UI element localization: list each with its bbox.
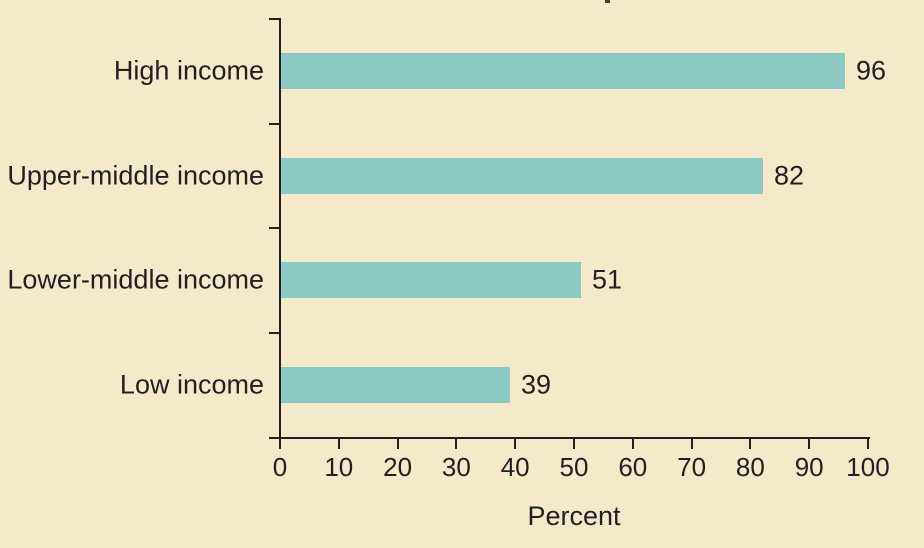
x-axis-tick — [867, 438, 869, 449]
x-axis-tick — [514, 438, 517, 449]
x-axis-tick — [455, 438, 458, 449]
y-axis-tick — [269, 227, 281, 229]
x-axis-tick-label: 20 — [383, 452, 413, 482]
x-axis-tick — [573, 438, 575, 449]
x-axis-tick-label: 80 — [735, 452, 765, 482]
y-axis-line — [279, 19, 281, 449]
value-label: 51 — [592, 264, 623, 295]
x-axis-tick-label: 50 — [559, 452, 589, 482]
value-label: 82 — [774, 160, 805, 191]
category-label: High income — [113, 55, 264, 86]
x-axis-tick — [279, 438, 281, 449]
x-axis-tick-label: 0 — [272, 452, 288, 482]
category-label: Upper-middle income — [7, 160, 264, 191]
value-label: 96 — [856, 55, 887, 86]
x-axis-tick-label: 70 — [677, 452, 707, 482]
x-axis-line — [269, 437, 870, 439]
category-label: Low income — [119, 369, 264, 400]
x-axis-tick — [337, 438, 340, 449]
x-axis-tick — [690, 438, 693, 449]
bar — [281, 157, 763, 194]
y-axis-tick — [269, 331, 281, 334]
x-axis-tick — [808, 438, 811, 449]
x-axis-tick-label: 30 — [441, 452, 471, 482]
y-axis-tick — [269, 122, 281, 125]
bar — [281, 262, 581, 299]
x-axis-tick-label: 10 — [324, 452, 354, 482]
x-axis-tick-label: 90 — [794, 452, 824, 482]
x-axis-tick-label: 100 — [846, 452, 890, 482]
x-axis-tick-label: 60 — [618, 452, 648, 482]
value-label: 39 — [521, 369, 552, 400]
bar — [281, 366, 510, 403]
x-axis-tick — [631, 438, 634, 449]
x-axis-title: Percent — [527, 501, 621, 531]
x-axis-tick — [749, 438, 752, 449]
x-axis-tick — [396, 438, 399, 449]
y-axis-tick — [269, 18, 281, 20]
category-label: Lower-middle income — [7, 264, 264, 295]
x-axis-tick-label: 40 — [500, 452, 530, 482]
cropped-title-artifact — [605, 0, 610, 3]
bar — [281, 53, 845, 90]
